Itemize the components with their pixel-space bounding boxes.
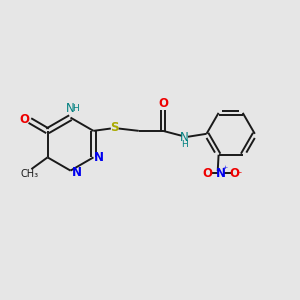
Text: $^+$: $^+$ <box>221 165 229 174</box>
Text: CH₃: CH₃ <box>21 169 39 178</box>
Text: O: O <box>229 167 239 180</box>
Text: O: O <box>158 97 168 110</box>
Text: $^-$: $^-$ <box>235 169 243 178</box>
Text: N: N <box>180 131 188 144</box>
Text: H: H <box>72 104 79 113</box>
Text: N: N <box>216 167 226 180</box>
Text: N: N <box>71 166 81 178</box>
Text: O: O <box>203 167 213 180</box>
Text: S: S <box>110 122 119 134</box>
Text: N: N <box>94 151 104 164</box>
Text: N: N <box>66 102 75 115</box>
Text: O: O <box>20 112 30 126</box>
Text: H: H <box>181 140 188 148</box>
